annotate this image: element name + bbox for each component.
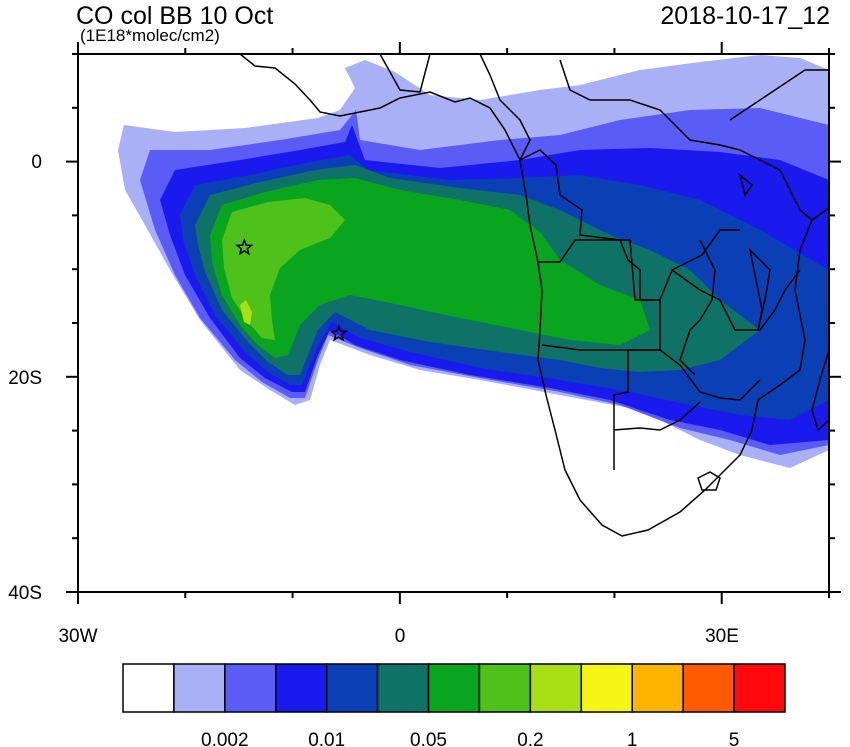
colorbar-label: 0.2 [517, 730, 543, 747]
colorbar-labels: 0.002 0.01 0.05 0.2 1 5 [201, 730, 739, 747]
star-marker-2 [329, 324, 348, 342]
axis-ticks [66, 42, 841, 604]
colorbar-swatch [325, 663, 379, 713]
plume-level-7 [222, 198, 345, 340]
colorbar-swatch [580, 663, 633, 713]
lakes [738, 172, 771, 331]
border-11 [379, 54, 431, 93]
lat-tick-label: 20S [8, 368, 42, 389]
plume-level-8 [240, 300, 252, 325]
border-8 [729, 69, 829, 121]
africa-coastline [239, 54, 829, 537]
colorbar-label: 0.002 [201, 730, 249, 747]
border-9 [559, 59, 741, 151]
colorbar-swatch [427, 663, 481, 713]
time-label: 2018-10-17_12 [660, 2, 830, 30]
star-marker-1 [235, 238, 254, 256]
border-10 [479, 54, 531, 161]
co-plume [118, 55, 829, 468]
units-label: (1E18*molec/cm2) [80, 26, 220, 45]
colorbar-label: 0.05 [410, 730, 447, 747]
map-title: CO col BB 10 Oct [76, 2, 274, 30]
colorbar-swatch [631, 663, 684, 713]
border-4 [613, 401, 701, 431]
colorbar-swatch [122, 663, 175, 713]
site-markers [235, 238, 348, 342]
border-5 [671, 269, 801, 331]
lon-tick-label: 0 [395, 626, 406, 647]
colorbar [122, 663, 786, 713]
border-2 [538, 239, 661, 470]
madagascar-island [811, 349, 829, 432]
colorbar-swatch [478, 663, 532, 713]
colorbar-swatch [224, 663, 277, 713]
lat-tick-label: 0 [31, 152, 42, 173]
coastlines [239, 54, 829, 537]
colorbar-swatch [275, 663, 328, 713]
lat-tick-label: 40S [8, 583, 42, 604]
lesotho-border [697, 471, 721, 491]
border-7 [739, 149, 813, 221]
lat-tick-labels: 0 20S 40S [8, 152, 42, 604]
colorbar-swatch [376, 663, 430, 713]
lon-tick-label: 30W [58, 626, 97, 647]
border-6 [679, 239, 716, 376]
colorbar-swatch [682, 663, 735, 713]
colorbar-swatch [173, 663, 226, 713]
colorbar-swatch [733, 663, 786, 713]
border-1 [519, 149, 740, 301]
border-3 [541, 344, 761, 401]
colorbar-label: 0.01 [308, 730, 345, 747]
colorbar-swatch [529, 663, 583, 713]
colorbar-label: 1 [627, 730, 638, 747]
colorbar-label: 5 [729, 730, 740, 747]
lon-tick-labels: 30W 0 30E [58, 626, 738, 647]
lon-tick-label: 30E [705, 626, 739, 647]
